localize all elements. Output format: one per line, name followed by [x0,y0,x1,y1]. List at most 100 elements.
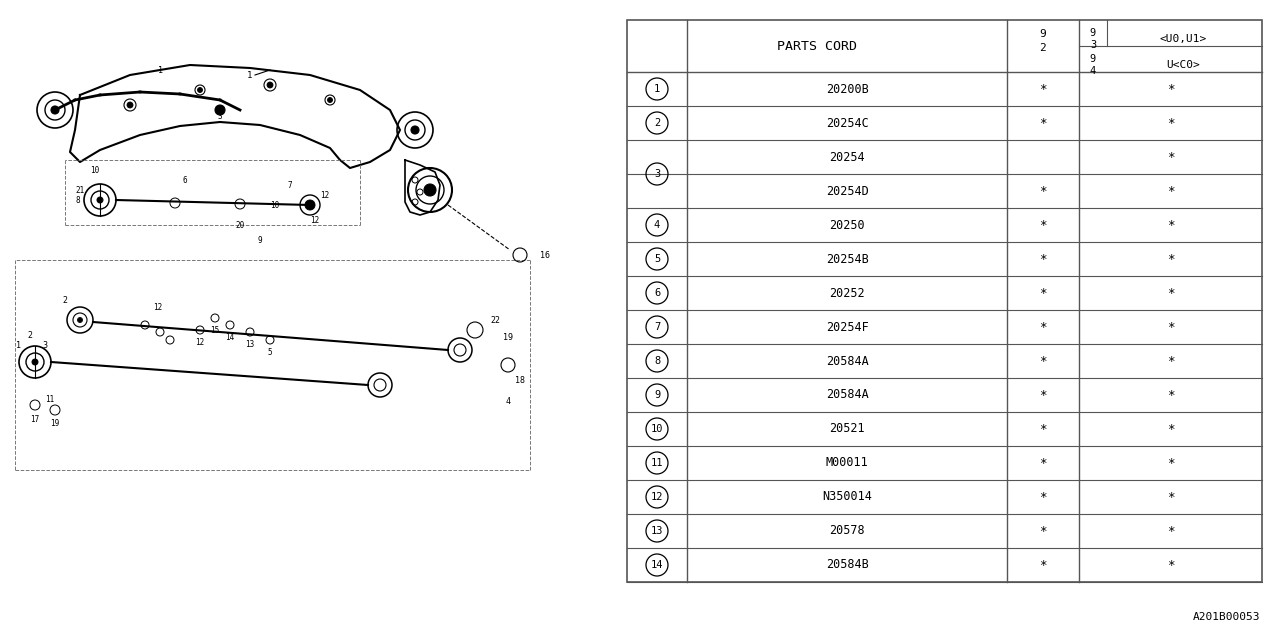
Text: *: * [1039,456,1047,470]
Text: A201B00053: A201B00053 [1193,612,1260,622]
Text: *: * [1039,287,1047,300]
Text: 4: 4 [506,397,511,406]
Circle shape [424,184,436,196]
Text: *: * [1167,116,1174,129]
Text: *: * [1039,388,1047,401]
Text: 2: 2 [1039,43,1046,53]
Text: 2: 2 [63,296,68,305]
Text: 11: 11 [650,458,663,468]
Text: 14: 14 [225,333,234,342]
Text: *: * [1167,218,1174,232]
Text: 13: 13 [650,526,663,536]
Text: 21: 21 [76,186,84,195]
Text: U<C0>: U<C0> [1166,60,1199,70]
Text: *: * [1039,355,1047,367]
Text: 12: 12 [310,216,320,225]
Text: *: * [1167,490,1174,504]
Circle shape [97,197,102,203]
Text: 8: 8 [76,195,81,205]
Text: 13: 13 [246,339,255,349]
Text: *: * [1167,388,1174,401]
Text: *: * [1039,116,1047,129]
Text: 12: 12 [196,337,205,346]
Text: *: * [1167,83,1174,95]
Text: *: * [1039,83,1047,95]
Text: 20254D: 20254D [826,184,868,198]
Text: *: * [1167,525,1174,538]
Text: N350014: N350014 [822,490,872,504]
Text: 22: 22 [490,316,500,324]
Text: 17: 17 [31,415,40,424]
Text: 7: 7 [288,180,292,189]
Text: *: * [1167,456,1174,470]
Text: 20521: 20521 [829,422,865,435]
Text: *: * [1167,253,1174,266]
Text: 10: 10 [91,166,100,175]
Text: *: * [1167,287,1174,300]
Text: 9: 9 [654,390,660,400]
Text: 19: 19 [50,419,60,429]
Text: *: * [1167,422,1174,435]
Text: 8: 8 [654,356,660,366]
Text: *: * [1039,422,1047,435]
Text: 20250: 20250 [829,218,865,232]
Text: 1: 1 [15,340,20,349]
Text: 20584A: 20584A [826,355,868,367]
Text: 20: 20 [236,221,244,230]
Text: 12: 12 [154,303,163,312]
Text: *: * [1167,355,1174,367]
Text: 10: 10 [270,200,279,209]
Text: 19: 19 [503,333,513,342]
Text: 9: 9 [1089,54,1096,64]
Text: *: * [1167,184,1174,198]
Text: 3: 3 [1089,40,1096,50]
Text: 3: 3 [42,340,47,349]
Text: 3: 3 [654,169,660,179]
Text: 1: 1 [654,84,660,94]
Text: 20578: 20578 [829,525,865,538]
Text: 15: 15 [210,326,220,335]
Text: *: * [1039,218,1047,232]
Text: 20254B: 20254B [826,253,868,266]
Circle shape [328,97,333,102]
Text: 5: 5 [268,348,273,356]
Text: <U0,U1>: <U0,U1> [1160,34,1207,44]
Text: M00011: M00011 [826,456,868,470]
Text: 20254: 20254 [829,150,865,163]
Text: 9: 9 [1039,29,1046,39]
Text: 20254F: 20254F [826,321,868,333]
Circle shape [215,105,225,115]
Text: *: * [1039,253,1047,266]
Circle shape [197,88,202,93]
Text: 10: 10 [650,424,663,434]
Text: 7: 7 [654,322,660,332]
Text: 9: 9 [257,236,262,244]
Text: 20254C: 20254C [826,116,868,129]
Bar [627,20,1262,582]
Text: *: * [1167,559,1174,572]
Text: *: * [1167,321,1174,333]
Text: 20584B: 20584B [826,559,868,572]
Text: *: * [1039,184,1047,198]
Text: 9: 9 [1089,28,1096,38]
Text: 5: 5 [654,254,660,264]
Text: 3: 3 [218,111,223,120]
Text: 4: 4 [1089,66,1096,76]
Text: 1: 1 [157,65,163,74]
Circle shape [51,106,59,114]
Circle shape [268,82,273,88]
Text: 12: 12 [320,191,330,200]
Text: 2: 2 [27,330,32,339]
Text: 16: 16 [540,250,550,259]
Text: 6: 6 [654,288,660,298]
Text: 12: 12 [650,492,663,502]
Text: 20252: 20252 [829,287,865,300]
Text: *: * [1039,559,1047,572]
Text: *: * [1039,321,1047,333]
Text: 4: 4 [654,220,660,230]
Circle shape [305,200,315,210]
Text: *: * [1039,490,1047,504]
Text: PARTS CORD: PARTS CORD [777,40,858,52]
Circle shape [127,102,133,108]
Text: *: * [1167,150,1174,163]
